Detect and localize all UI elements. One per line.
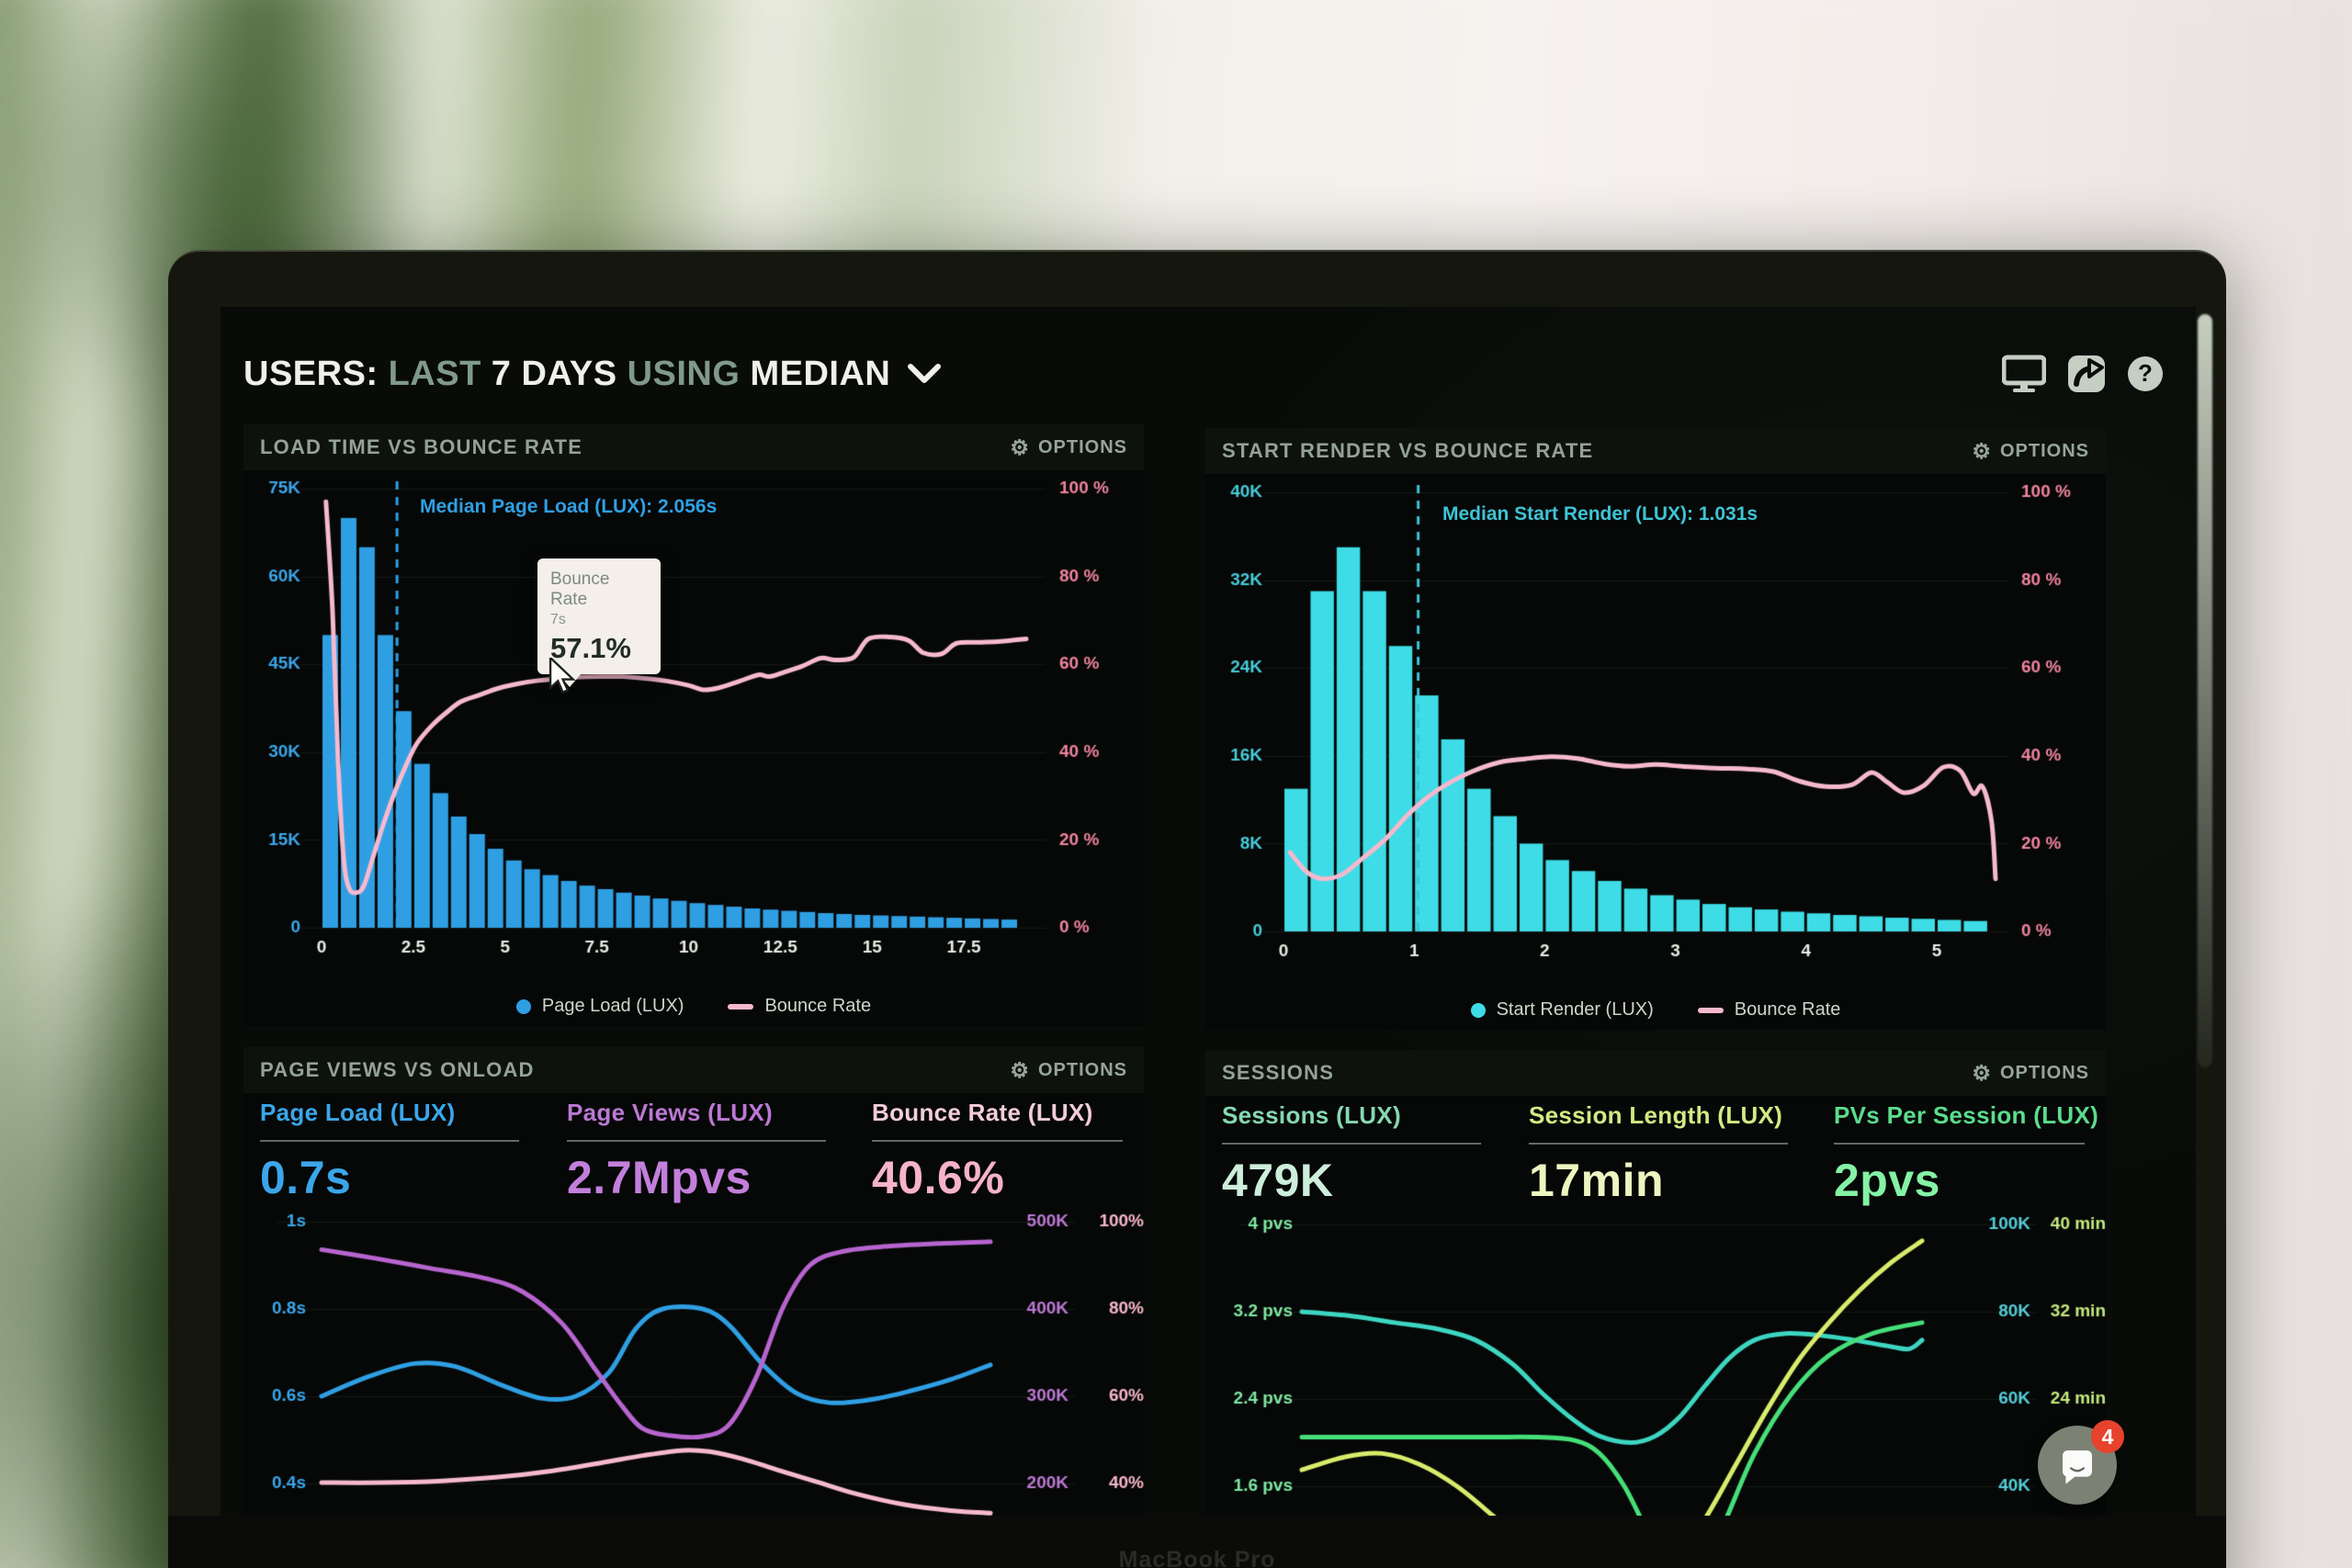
title-median: MEDIAN: [750, 354, 891, 393]
metric-page-load: Page Load (LUX) 0.7s: [260, 1099, 536, 1204]
tooltip-x-label: 7s: [550, 612, 566, 627]
laptop-brand-label: MacBook Pro: [1118, 1547, 1276, 1568]
panel-load-time-vs-bounce-rate: LOAD TIME VS BOUNCE RATE ⚙ OPTIONS Media…: [243, 424, 1144, 1026]
load-time-options-button[interactable]: ⚙ OPTIONS: [1010, 434, 1127, 459]
users-range-dropdown[interactable]: USERS: LAST 7 DAYS USING MEDIAN: [243, 354, 942, 394]
panel-sessions-title: SESSIONS: [1222, 1061, 1335, 1084]
metric-pvs-per-session: PVs Per Session (LUX) 2pvs: [1834, 1101, 2100, 1207]
median-page-load-annotation: Median Page Load (LUX): 2.056s: [420, 496, 718, 517]
metric-value: 2pvs: [1834, 1155, 1940, 1206]
display-icon[interactable]: [2002, 355, 2046, 393]
bounce-rate-swatch: [728, 1003, 754, 1010]
panel-page-views-title: PAGE VIEWS VS ONLOAD: [260, 1058, 535, 1081]
metric-value: 40.6%: [872, 1152, 1005, 1203]
metric-value: 2.7Mpvs: [567, 1152, 752, 1203]
metric-label: Bounce Rate (LUX): [872, 1099, 1093, 1126]
legend-label: Bounce Rate: [764, 996, 872, 1016]
share-icon[interactable]: [2067, 355, 2106, 393]
legend-page-load[interactable]: Page Load (LUX): [515, 996, 684, 1017]
sessions-chart-canvas[interactable]: [1205, 1215, 2106, 1516]
legend-label: Page Load (LUX): [541, 996, 684, 1016]
chat-bubble-icon: [2063, 1450, 2092, 1484]
metric-value: 0.7s: [260, 1152, 352, 1203]
metric-rule: [1834, 1143, 2085, 1145]
load-time-legend: Page Load (LUX) Bounce Rate: [243, 996, 1144, 1017]
start-render-swatch: [1470, 1002, 1486, 1018]
gear-icon: ⚙: [1972, 438, 1992, 463]
legend-label: Start Render (LUX): [1496, 999, 1654, 1020]
metric-label: Page Load (LUX): [260, 1099, 456, 1126]
median-start-render-annotation: Median Start Render (LUX): 1.031s: [1442, 503, 1758, 525]
bezel-reflection: [2198, 314, 2212, 1067]
help-icon[interactable]: ?: [2127, 355, 2164, 392]
options-label: OPTIONS: [1999, 440, 2089, 461]
title-using: USING: [627, 354, 741, 393]
metric-rule: [872, 1140, 1123, 1142]
panel-page-views-vs-onload: PAGE VIEWS VS ONLOAD ⚙ OPTIONS Page Load…: [243, 1047, 1144, 1516]
metric-rule: [1529, 1143, 1788, 1145]
bounce-rate-swatch: [1697, 1007, 1724, 1013]
panel-sessions: SESSIONS ⚙ OPTIONS Sessions (LUX) 479K S…: [1205, 1050, 2106, 1516]
gear-icon: ⚙: [1972, 1060, 1992, 1085]
legend-label: Bounce Rate: [1734, 999, 1841, 1020]
metric-label: Sessions (LUX): [1222, 1101, 1401, 1129]
options-label: OPTIONS: [1037, 1059, 1127, 1080]
start-render-options-button[interactable]: ⚙ OPTIONS: [1972, 438, 2089, 463]
metric-label: Page Views (LUX): [567, 1099, 773, 1126]
sessions-metrics: Sessions (LUX) 479K Session Length (LUX)…: [1205, 1101, 2106, 1221]
chat-unread-badge: 4: [2091, 1420, 2124, 1453]
dashboard-header: USERS: LAST 7 DAYS USING MEDIAN: [243, 342, 2173, 406]
metric-label: PVs Per Session (LUX): [1834, 1101, 2099, 1129]
metric-rule: [260, 1140, 519, 1142]
gear-icon: ⚙: [1010, 1057, 1030, 1082]
mouse-cursor-icon: [547, 655, 578, 699]
metric-value: 479K: [1222, 1155, 1334, 1206]
metric-label: Session Length (LUX): [1529, 1101, 1783, 1129]
page-load-swatch: [515, 998, 531, 1014]
panel-sessions-header: SESSIONS ⚙ OPTIONS: [1205, 1050, 2106, 1096]
metric-sessions: Sessions (LUX) 479K: [1222, 1101, 1498, 1207]
panel-page-views-header: PAGE VIEWS VS ONLOAD ⚙ OPTIONS: [243, 1047, 1144, 1093]
load-time-chart-canvas[interactable]: [243, 470, 1144, 985]
header-toolbar: ?: [2002, 355, 2164, 393]
metric-page-views: Page Views (LUX) 2.7Mpvs: [567, 1099, 842, 1204]
sessions-options-button[interactable]: ⚙ OPTIONS: [1972, 1060, 2089, 1085]
laptop: USERS: LAST 7 DAYS USING MEDIAN: [168, 250, 2226, 1568]
legend-start-render[interactable]: Start Render (LUX): [1470, 999, 1654, 1021]
options-label: OPTIONS: [1999, 1062, 2089, 1083]
bounce-rate-tooltip: Bounce Rate 7s 57.1%: [537, 558, 661, 687]
chat-launcher-button[interactable]: 4: [2038, 1420, 2124, 1505]
legend-bounce-rate[interactable]: Bounce Rate: [728, 996, 871, 1017]
laptop-chin: MacBook Pro: [168, 1516, 2226, 1568]
start-render-legend: Start Render (LUX) Bounce Rate: [1205, 999, 2106, 1021]
start-render-chart-canvas[interactable]: [1205, 474, 2106, 988]
metric-rule: [567, 1140, 826, 1142]
options-label: OPTIONS: [1037, 436, 1127, 457]
chevron-down-icon: [908, 364, 942, 384]
metric-value: 17min: [1529, 1155, 1665, 1206]
metric-bounce-rate: Bounce Rate (LUX) 40.6%: [872, 1099, 1138, 1204]
panel-start-render-title: START RENDER VS BOUNCE RATE: [1222, 439, 1594, 462]
title-last: LAST: [388, 354, 481, 393]
tooltip-value: 57.1%: [550, 632, 631, 664]
title-7days: 7 DAYS: [491, 354, 617, 393]
panel-load-time-title: LOAD TIME VS BOUNCE RATE: [260, 435, 583, 458]
metric-session-length: Session Length (LUX) 17min: [1529, 1101, 1804, 1207]
metric-rule: [1222, 1143, 1481, 1145]
svg-text:?: ?: [2138, 359, 2153, 387]
legend-bounce-rate[interactable]: Bounce Rate: [1697, 999, 1841, 1021]
tooltip-series-label: Bounce Rate: [550, 570, 610, 609]
page-views-options-button[interactable]: ⚙ OPTIONS: [1010, 1057, 1127, 1082]
title-users: USERS:: [243, 354, 379, 393]
gear-icon: ⚙: [1010, 434, 1030, 459]
panel-start-render-vs-bounce-rate: START RENDER VS BOUNCE RATE ⚙ OPTIONS Me…: [1205, 428, 2106, 1030]
panel-start-render-header: START RENDER VS BOUNCE RATE ⚙ OPTIONS: [1205, 428, 2106, 474]
panel-load-time-header: LOAD TIME VS BOUNCE RATE ⚙ OPTIONS: [243, 424, 1144, 470]
page-views-metrics: Page Load (LUX) 0.7s Page Views (LUX) 2.…: [243, 1099, 1144, 1218]
page-views-chart-canvas[interactable]: [243, 1213, 1144, 1516]
dashboard-screen: USERS: LAST 7 DAYS USING MEDIAN: [220, 307, 2196, 1516]
